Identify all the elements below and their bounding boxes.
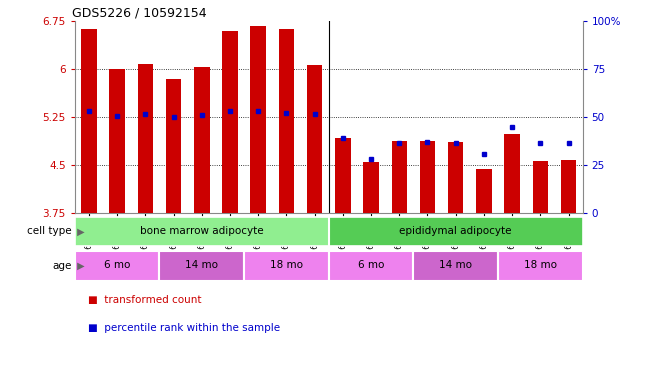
Text: 18 mo: 18 mo [524,260,557,270]
Bar [363,162,379,213]
Bar [159,251,244,281]
Text: 18 mo: 18 mo [270,260,303,270]
Text: 14 mo: 14 mo [439,260,472,270]
Text: ▶: ▶ [74,261,84,271]
Bar [561,160,576,213]
Bar [109,69,125,213]
Bar [166,79,182,213]
Bar [279,30,294,213]
Bar [505,134,520,213]
Text: bone marrow adipocyte: bone marrow adipocyte [140,226,264,236]
Bar [75,217,329,246]
Text: 14 mo: 14 mo [186,260,218,270]
Bar [391,141,407,213]
Bar [137,64,153,213]
Bar [194,66,210,213]
Bar [335,138,351,213]
Text: cell type: cell type [27,226,72,237]
Text: 6 mo: 6 mo [358,260,384,270]
Bar [81,30,97,213]
Bar [413,251,498,281]
Bar [498,251,583,281]
Bar [329,217,583,246]
Text: 6 mo: 6 mo [104,260,130,270]
Text: epididymal adipocyte: epididymal adipocyte [400,226,512,236]
Text: GDS5226 / 10592154: GDS5226 / 10592154 [72,7,207,20]
Text: ■  percentile rank within the sample: ■ percentile rank within the sample [88,323,280,333]
Bar [420,141,436,213]
Text: ▶: ▶ [74,226,84,237]
Text: age: age [52,261,72,271]
Bar [75,251,159,281]
Bar [244,251,329,281]
Bar [251,26,266,213]
Bar [329,251,413,281]
Bar [448,142,464,213]
Bar [222,31,238,213]
Bar [533,161,548,213]
Bar [307,65,322,213]
Bar [476,169,492,213]
Text: ■  transformed count: ■ transformed count [88,295,201,305]
